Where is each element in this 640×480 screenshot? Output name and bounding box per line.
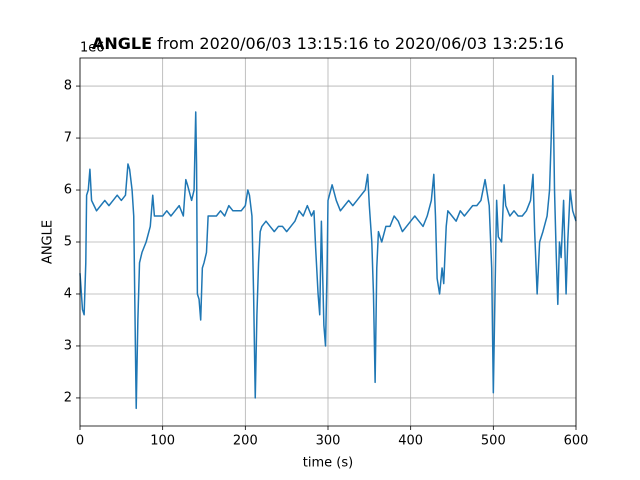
- x-tick-label: 300: [316, 434, 341, 449]
- grid: [79, 58, 577, 426]
- x-tick-label: 200: [233, 434, 258, 449]
- y-tick-label: 7: [64, 131, 72, 146]
- y-tick-label: 2: [64, 390, 72, 405]
- y-tick-label: 3: [64, 338, 72, 353]
- y-axis-label: ANGLE: [41, 220, 56, 264]
- data-line: [79, 74, 577, 410]
- y-tick-label: 6: [64, 183, 72, 198]
- y-tick-label: 4: [64, 286, 72, 301]
- x-tick-label: 500: [481, 434, 506, 449]
- x-tick-label: 100: [150, 434, 175, 449]
- title-bold: ANGLE: [92, 34, 152, 53]
- y-tick-label: 5: [64, 235, 72, 250]
- x-tick-label: 0: [76, 434, 84, 449]
- x-tick-label: 400: [398, 434, 423, 449]
- title-text: from 2020/06/03 13:15:16 to 2020/06/03 1…: [157, 34, 564, 53]
- ticks: 0 100 200 300 400 500 600 2 3 4 5 6 7 8: [64, 79, 589, 449]
- chart-title: ANGLE from 2020/06/03 13:15:16 to 2020/0…: [92, 34, 564, 53]
- x-tick-label: 600: [564, 434, 589, 449]
- y-tick-label: 8: [64, 79, 72, 94]
- offset-label: 1e6: [80, 41, 105, 56]
- x-axis-label: time (s): [303, 456, 353, 471]
- plot: [79, 74, 577, 410]
